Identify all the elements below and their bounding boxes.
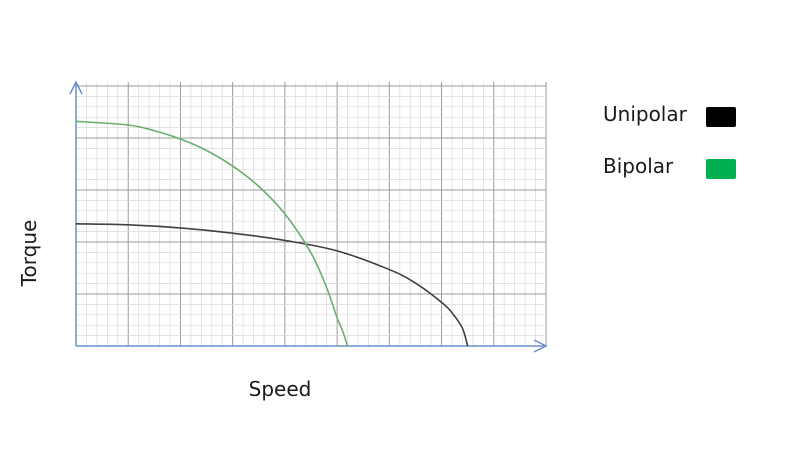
chart-grid [75,82,547,347]
x-axis-label: Speed [249,377,312,401]
series-line-bipolar [75,120,349,347]
legend-swatch-bipolar [706,159,736,179]
legend-label-bipolar: Bipolar [603,154,674,178]
chart-legend: Unipolar Bipolar [603,102,736,179]
x-axis-arrow [533,339,548,353]
y-axis-label: Torque [17,220,41,288]
series-line-unipolar [75,223,469,347]
legend-swatch-unipolar [706,107,736,127]
legend-label-unipolar: Unipolar [603,102,688,126]
chart-series [75,120,469,347]
y-axis-arrow [69,80,83,95]
chart-axes [69,80,548,353]
